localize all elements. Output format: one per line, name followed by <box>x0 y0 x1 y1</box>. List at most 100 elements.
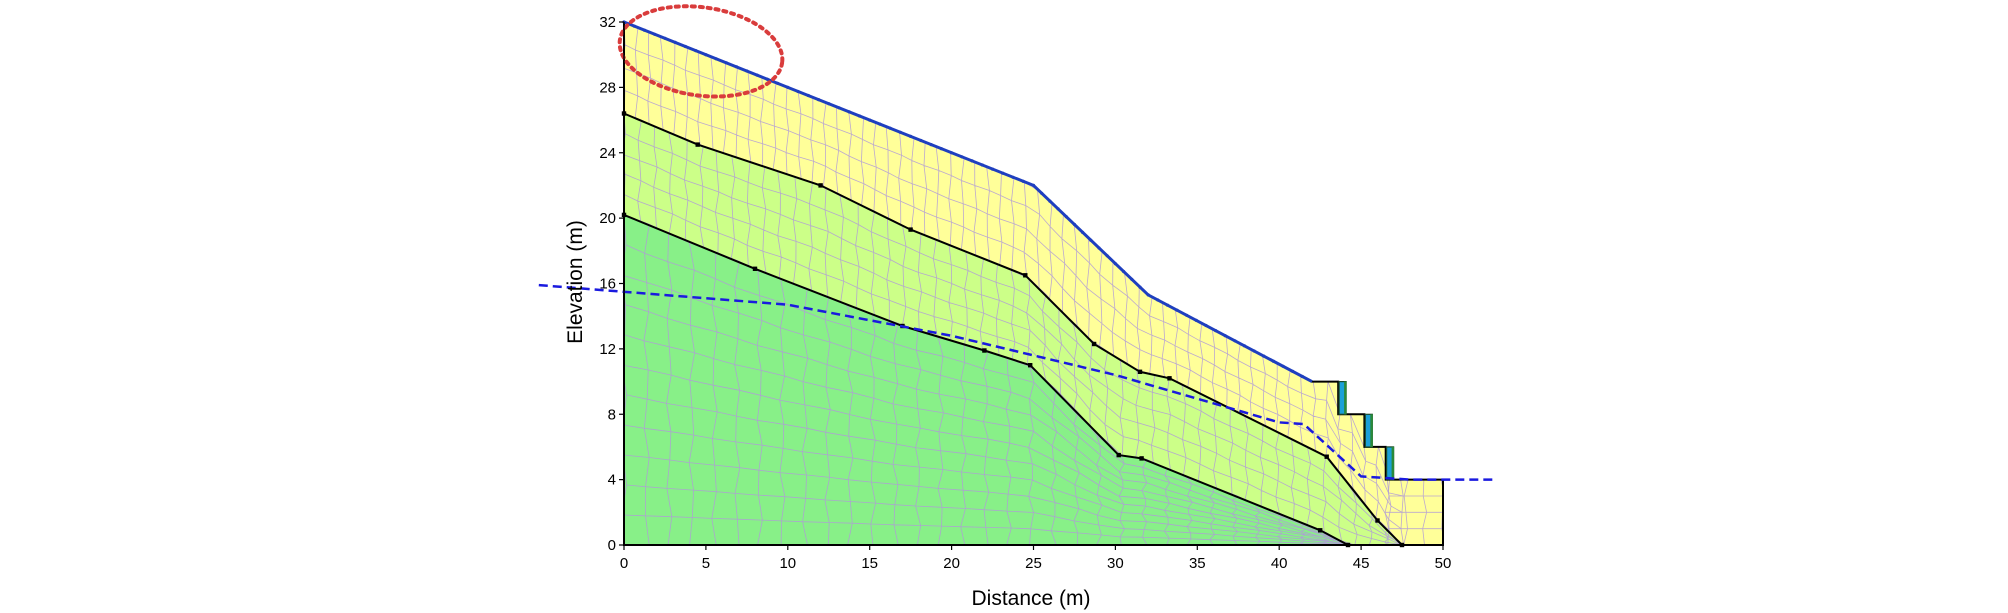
surface-node <box>653 32 657 36</box>
surface-node <box>816 98 821 102</box>
surface-node <box>980 163 984 167</box>
surface-node <box>1281 364 1285 368</box>
surface-node <box>673 40 677 45</box>
surface-node <box>1204 323 1208 328</box>
surface-node <box>868 118 872 122</box>
surface-node <box>663 36 667 40</box>
surface-node <box>1011 175 1015 179</box>
y-tick-label: 32 <box>599 14 616 31</box>
x-tick-label: 45 <box>1353 555 1370 572</box>
boundary-node <box>1028 363 1033 368</box>
surface-node <box>786 85 790 89</box>
x-tick-label: 25 <box>1025 555 1042 572</box>
boundary-node <box>1023 273 1028 278</box>
boundary-node <box>752 266 758 271</box>
surface-nodes <box>622 20 1304 379</box>
surface-node <box>1113 262 1117 266</box>
surface-node <box>960 155 964 159</box>
boundary-node <box>1375 518 1380 523</box>
surface-node <box>837 106 841 110</box>
surface-node <box>827 102 831 106</box>
surface-node <box>1291 369 1295 373</box>
surface-node <box>970 159 974 163</box>
surface-node <box>1175 308 1179 312</box>
y-tick-label: 28 <box>599 79 616 96</box>
surface-node <box>1040 191 1044 195</box>
retaining-wall-face <box>1344 381 1347 415</box>
surface-node <box>745 69 749 73</box>
surface-node <box>847 110 851 114</box>
surface-node <box>1031 183 1036 187</box>
surface-node <box>1021 179 1025 183</box>
boundary-node <box>1116 452 1121 458</box>
boundary-node <box>1167 376 1172 381</box>
x-tick-label: 15 <box>861 555 878 572</box>
surface-node <box>1130 277 1134 281</box>
surface-node <box>765 77 769 81</box>
surface-node <box>694 49 698 53</box>
surface-node <box>1252 349 1256 353</box>
boundary-node <box>1318 528 1323 533</box>
highlight-ellipse <box>617 4 785 99</box>
surface-node <box>1097 246 1101 250</box>
surface-node <box>898 130 903 134</box>
boundary-node <box>1091 341 1097 347</box>
surface-node <box>714 57 718 61</box>
surface-node <box>683 44 688 49</box>
surface-node <box>919 138 923 143</box>
boundary-node <box>695 142 700 147</box>
x-axis-ticks: 0 5 10 15 20 25 30 35 40 45 50 <box>620 545 1451 572</box>
y-tick-label: 0 <box>608 537 616 554</box>
surface-node <box>1262 354 1266 358</box>
water-table-line <box>538 283 1494 481</box>
surface-node <box>1072 222 1077 227</box>
y-tick-label: 12 <box>599 341 616 358</box>
surface-node <box>1271 359 1275 363</box>
boundary-node <box>1324 454 1329 459</box>
surface-node <box>1138 285 1142 289</box>
surface-node <box>929 143 933 147</box>
boundary-node <box>1139 456 1144 461</box>
surface-node <box>1300 374 1304 379</box>
surface-node <box>755 73 759 77</box>
surface-node <box>939 147 944 151</box>
surface-node <box>909 134 913 138</box>
y-tick-label: 24 <box>599 145 616 162</box>
boundary-node <box>1137 369 1143 374</box>
upper-soil-layer <box>624 22 1443 545</box>
surface-node <box>1194 318 1198 322</box>
y-axis-ticks: 0 4 8 12 16 20 24 28 32 <box>599 14 624 554</box>
y-tick-label: 8 <box>608 406 616 423</box>
surface-node <box>796 89 800 94</box>
retaining-wall-face <box>1391 446 1395 480</box>
surface-node <box>642 28 647 32</box>
x-tick-label: 30 <box>1107 555 1124 572</box>
surface-node <box>950 151 954 155</box>
x-tick-label: 40 <box>1271 555 1288 572</box>
surface-node <box>888 126 892 130</box>
boundary-node <box>908 227 913 232</box>
surface-node <box>1105 254 1109 258</box>
surface-node <box>632 24 636 28</box>
x-tick-label: 20 <box>943 555 960 572</box>
surface-node <box>806 93 810 98</box>
y-tick-label: 4 <box>608 472 616 489</box>
surface-node <box>1214 329 1218 333</box>
boundary-node <box>982 348 987 353</box>
surface-node <box>1242 344 1247 348</box>
surface-node <box>1089 238 1093 242</box>
y-axis-title: Elevation (m) <box>564 220 587 344</box>
middle-soil-layer <box>624 113 1402 545</box>
boundary-node <box>818 183 823 188</box>
surface-node <box>1122 269 1126 274</box>
surface-node <box>1146 293 1150 297</box>
retaining-wall-face <box>1370 414 1373 447</box>
surface-node <box>724 61 729 65</box>
surface-node <box>1233 339 1237 343</box>
surface-node <box>1185 313 1189 317</box>
x-tick-label: 5 <box>702 555 710 572</box>
surface-node <box>1165 303 1169 307</box>
surface-node <box>1001 171 1005 175</box>
x-tick-label: 10 <box>779 555 796 572</box>
